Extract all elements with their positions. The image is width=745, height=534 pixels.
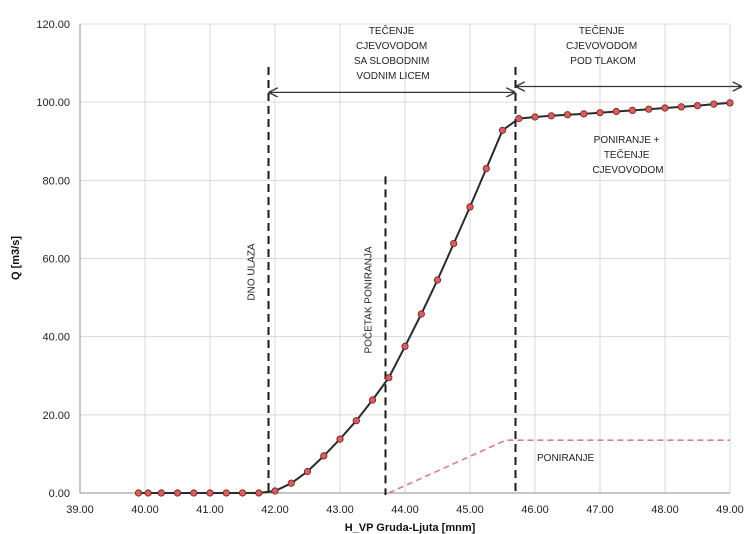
- annotation-poniranje: PONIRANJE: [537, 453, 595, 464]
- data-point: [693, 102, 702, 110]
- x-tick-label: 39.00: [66, 504, 94, 516]
- data-point: [661, 104, 669, 112]
- annotation-poniranje-tecenje: PONIRANJE + TEČENJE CJEVOVODOM: [592, 135, 663, 176]
- data-point: [417, 310, 425, 318]
- x-tick-label: 44.00: [391, 504, 419, 516]
- data-point: [466, 203, 474, 211]
- x-tick-label: 42.00: [261, 504, 289, 516]
- data-point: [482, 165, 490, 173]
- data-point: [401, 342, 409, 350]
- data-point: [645, 105, 653, 113]
- data-point: [271, 487, 279, 495]
- data-point: [677, 103, 685, 111]
- annotation-tecenje-slobodno: TEČENJE CJEVOVODOM SA SLOBODNIM VODNIM L…: [354, 24, 432, 82]
- data-point: [368, 396, 377, 404]
- data-point: [238, 489, 247, 497]
- series-line: [388, 439, 730, 494]
- data-point: [726, 99, 734, 107]
- data-point: [173, 489, 182, 497]
- data-point: [255, 489, 263, 497]
- tick-labels: 39.00 40.00 41.00 42.00 43.00 44.00 45.00 46.00…: [36, 19, 743, 516]
- data-point: [190, 489, 198, 497]
- x-tick-label: 47.00: [586, 504, 614, 516]
- y-tick-label: 100.00: [36, 97, 70, 109]
- x-tick-label: 41.00: [196, 504, 224, 516]
- y-tick-label: 80.00: [42, 175, 70, 187]
- data-point: [336, 435, 344, 443]
- y-tick-label: 120.00: [36, 19, 70, 31]
- data-point: [580, 110, 588, 118]
- vertical-marker-label: DNO ULAZA: [247, 243, 258, 301]
- data-point: [563, 111, 572, 119]
- data-point: [303, 467, 312, 476]
- data-point: [628, 106, 637, 115]
- vertical-marker-label: POČETAK PONIRANJA: [362, 246, 375, 353]
- data-point: [450, 240, 458, 248]
- y-tick-label: 20.00: [42, 410, 70, 422]
- data-point: [206, 489, 214, 497]
- y-tick-label: 60.00: [42, 254, 70, 266]
- data-point: [320, 452, 328, 460]
- data-point: [547, 112, 555, 120]
- data-point: [498, 126, 507, 134]
- data-point: [134, 489, 143, 497]
- data-point: [433, 276, 442, 284]
- y-axis-title: Q [m3/s]: [10, 236, 22, 280]
- vertical-markers: DNO ULAZA POČETAK PONIRANJA: [247, 66, 742, 495]
- x-tick-label: 40.00: [131, 504, 159, 516]
- x-axis-title: H_VP Gruda-Ljuta [mnm]: [345, 522, 476, 534]
- data-point: [352, 417, 360, 425]
- data-point: [287, 479, 295, 487]
- y-tick-label: 0.00: [49, 488, 70, 500]
- data-point: [531, 113, 539, 121]
- series: [134, 99, 734, 497]
- data-point: [612, 107, 620, 116]
- annotation-tecenje-tlak: TEČENJE CJEVOVODOM POD TLAKOM: [566, 24, 640, 67]
- x-tick-label: 43.00: [326, 504, 354, 516]
- data-point: [596, 109, 604, 117]
- data-point: [144, 489, 152, 497]
- data-point: [710, 100, 718, 108]
- data-point: [515, 115, 523, 123]
- x-tick-label: 45.00: [456, 504, 484, 516]
- data-point: [222, 489, 230, 497]
- grid: [79, 23, 731, 494]
- x-tick-label: 49.00: [716, 504, 744, 516]
- series-line: [138, 101, 731, 494]
- data-point: [157, 489, 165, 497]
- y-tick-label: 40.00: [42, 332, 70, 344]
- x-tick-label: 48.00: [651, 504, 679, 516]
- data-point: [385, 374, 393, 382]
- x-tick-label: 46.00: [521, 504, 549, 516]
